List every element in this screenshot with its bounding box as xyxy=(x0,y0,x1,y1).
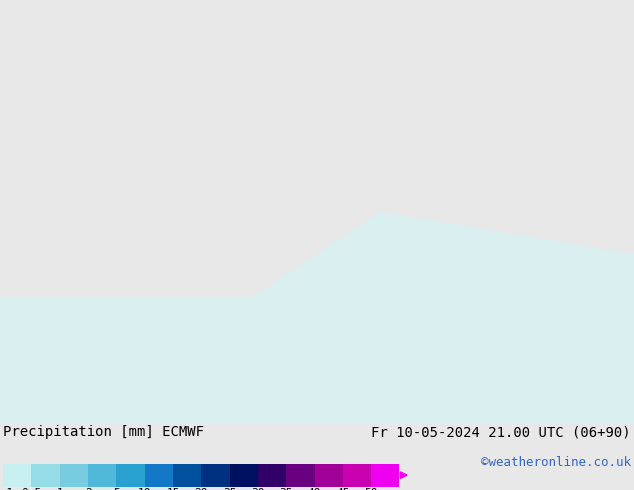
Polygon shape xyxy=(0,212,634,424)
Text: 25: 25 xyxy=(223,488,236,490)
Text: 5: 5 xyxy=(113,488,120,490)
Text: Precipitation [mm] ECMWF: Precipitation [mm] ECMWF xyxy=(3,425,204,439)
Text: 1: 1 xyxy=(56,488,63,490)
Text: 2: 2 xyxy=(85,488,91,490)
Text: 30: 30 xyxy=(251,488,264,490)
Text: ©weatheronline.co.uk: ©weatheronline.co.uk xyxy=(481,456,631,469)
Text: 0.5: 0.5 xyxy=(22,488,42,490)
Text: 50: 50 xyxy=(365,488,378,490)
Text: 0.1: 0.1 xyxy=(0,488,13,490)
Text: Fr 10-05-2024 21.00 UTC (06+90): Fr 10-05-2024 21.00 UTC (06+90) xyxy=(371,425,631,439)
Text: 35: 35 xyxy=(280,488,293,490)
Text: 45: 45 xyxy=(336,488,349,490)
Text: 40: 40 xyxy=(307,488,321,490)
Text: 15: 15 xyxy=(166,488,180,490)
Text: 10: 10 xyxy=(138,488,152,490)
Text: 20: 20 xyxy=(195,488,208,490)
